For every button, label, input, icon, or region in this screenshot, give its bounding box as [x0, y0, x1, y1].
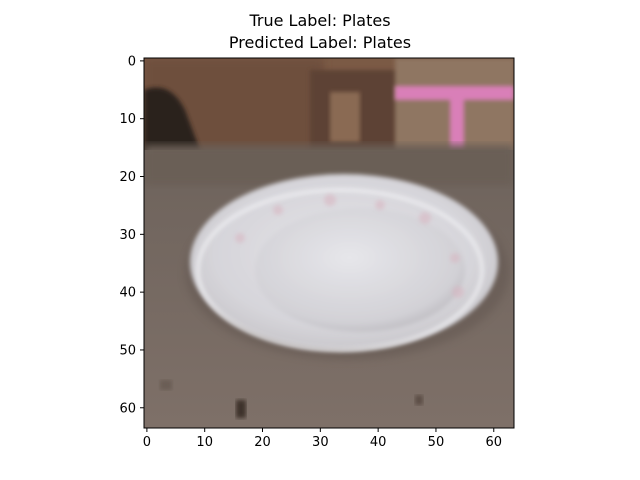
- x-tick-label: 0: [143, 435, 151, 450]
- floral-pattern: [235, 194, 464, 298]
- title-true-label: True Label: Plates: [249, 11, 391, 30]
- y-tick-label: 0: [128, 54, 136, 69]
- y-tick-label: 60: [119, 401, 136, 416]
- y-tick-label: 20: [119, 170, 136, 185]
- y-tick-label: 50: [119, 343, 136, 358]
- photo-image: [144, 58, 514, 428]
- y-tick-label: 10: [119, 112, 136, 127]
- y-tick-label: 30: [119, 228, 136, 243]
- x-tick-label: 40: [370, 435, 387, 450]
- y-tick-label: 40: [119, 286, 136, 301]
- title-predicted-label: Predicted Label: Plates: [228, 33, 412, 52]
- pink-object: [395, 86, 514, 152]
- x-tick-label: 50: [428, 435, 445, 450]
- y-axis: 0 10 20 30 40 50 60: [119, 54, 144, 416]
- x-axis: 0 10 20 30 40 50 60: [143, 428, 502, 450]
- x-tick-label: 20: [254, 435, 271, 450]
- x-tick-label: 10: [196, 435, 213, 450]
- axes-frame: [143, 57, 515, 429]
- plate-bowl: [255, 208, 465, 332]
- x-tick-label: 60: [485, 435, 502, 450]
- x-tick-label: 30: [312, 435, 329, 450]
